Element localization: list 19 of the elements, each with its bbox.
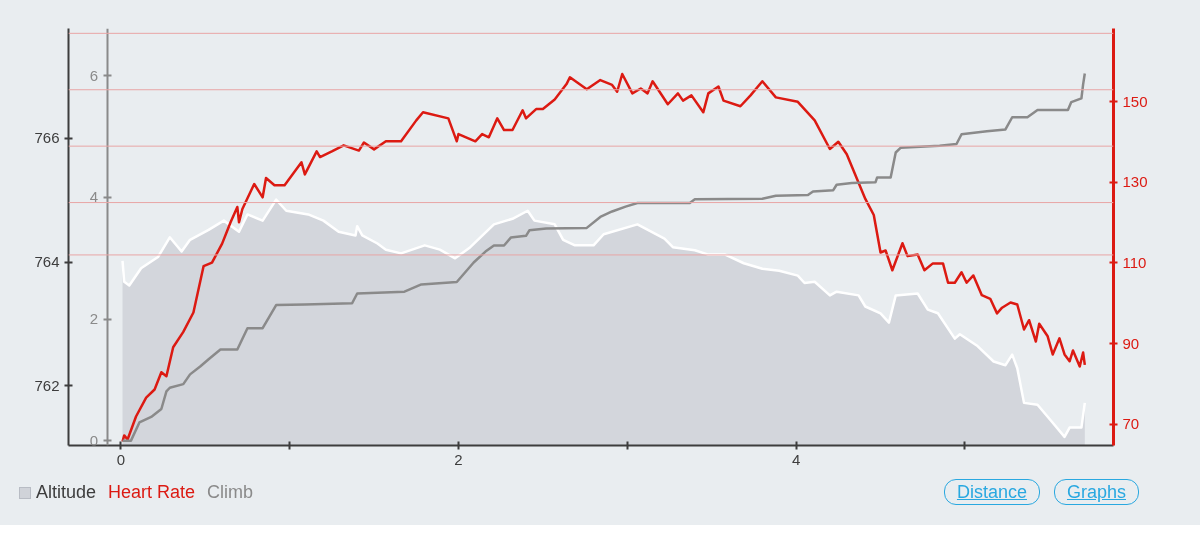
x-tick-label: 4 xyxy=(791,450,801,468)
y2-tick-label: 130 xyxy=(1122,173,1148,191)
y3-tick-label: 2 xyxy=(89,310,99,328)
y2-tick-label: 90 xyxy=(1122,334,1140,352)
y-tick-label: 764 xyxy=(34,253,60,271)
y3-tick-label: 4 xyxy=(89,188,99,206)
y2-tick-label: 70 xyxy=(1122,415,1140,433)
y-tick-label: 762 xyxy=(34,376,60,394)
x-tick-label: 0 xyxy=(116,450,126,468)
text: Heart Rate xyxy=(108,481,196,504)
text: Climb xyxy=(207,481,254,504)
y-tick-label: 766 xyxy=(34,129,60,147)
text: Graphs xyxy=(1053,479,1139,505)
y2-tick-label: 150 xyxy=(1122,92,1148,110)
text: Distance xyxy=(943,479,1040,505)
x-tick-label: 2 xyxy=(454,450,463,468)
legend-label: Altitude xyxy=(35,481,97,504)
y2-tick-label: 110 xyxy=(1122,253,1147,271)
y3-tick-label: 6 xyxy=(89,66,99,84)
